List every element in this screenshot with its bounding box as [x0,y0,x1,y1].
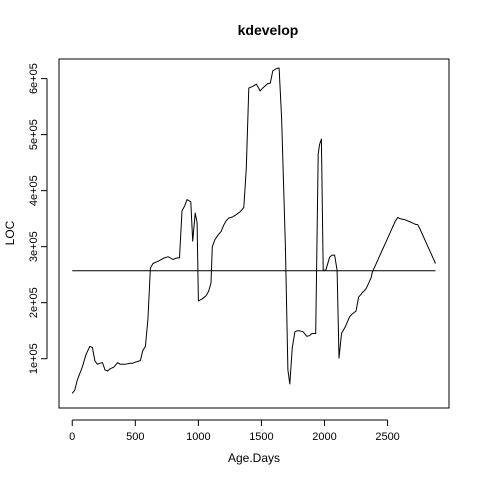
plot-marks [72,68,435,393]
x-axis-title: Age.Days [228,451,280,465]
series-line-0 [72,68,435,393]
x-tick-label: 1500 [249,431,273,443]
y-tick-label: 2e+05 [28,287,40,318]
x-tick-label: 500 [126,431,144,443]
x-tick-label: 2000 [312,431,336,443]
y-axis: 1e+05 2e+05 3e+05 4e+05 5e+05 6e+05 [28,63,47,374]
chart-title: kdevelop [238,22,299,38]
x-tick-label: 1000 [186,431,210,443]
y-tick-label: 1e+05 [28,343,40,374]
x-axis: 0 500 1000 1500 2000 2500 [69,420,400,443]
y-tick-label: 3e+05 [28,231,40,262]
y-axis-title: LOC [3,220,17,245]
y-tick-label: 5e+05 [28,119,40,150]
y-tick-label: 6e+05 [28,63,40,94]
plot-frame [59,59,449,408]
x-tick-label: 0 [69,431,75,443]
y-tick-label: 4e+05 [28,175,40,206]
x-tick-label: 2500 [375,431,399,443]
